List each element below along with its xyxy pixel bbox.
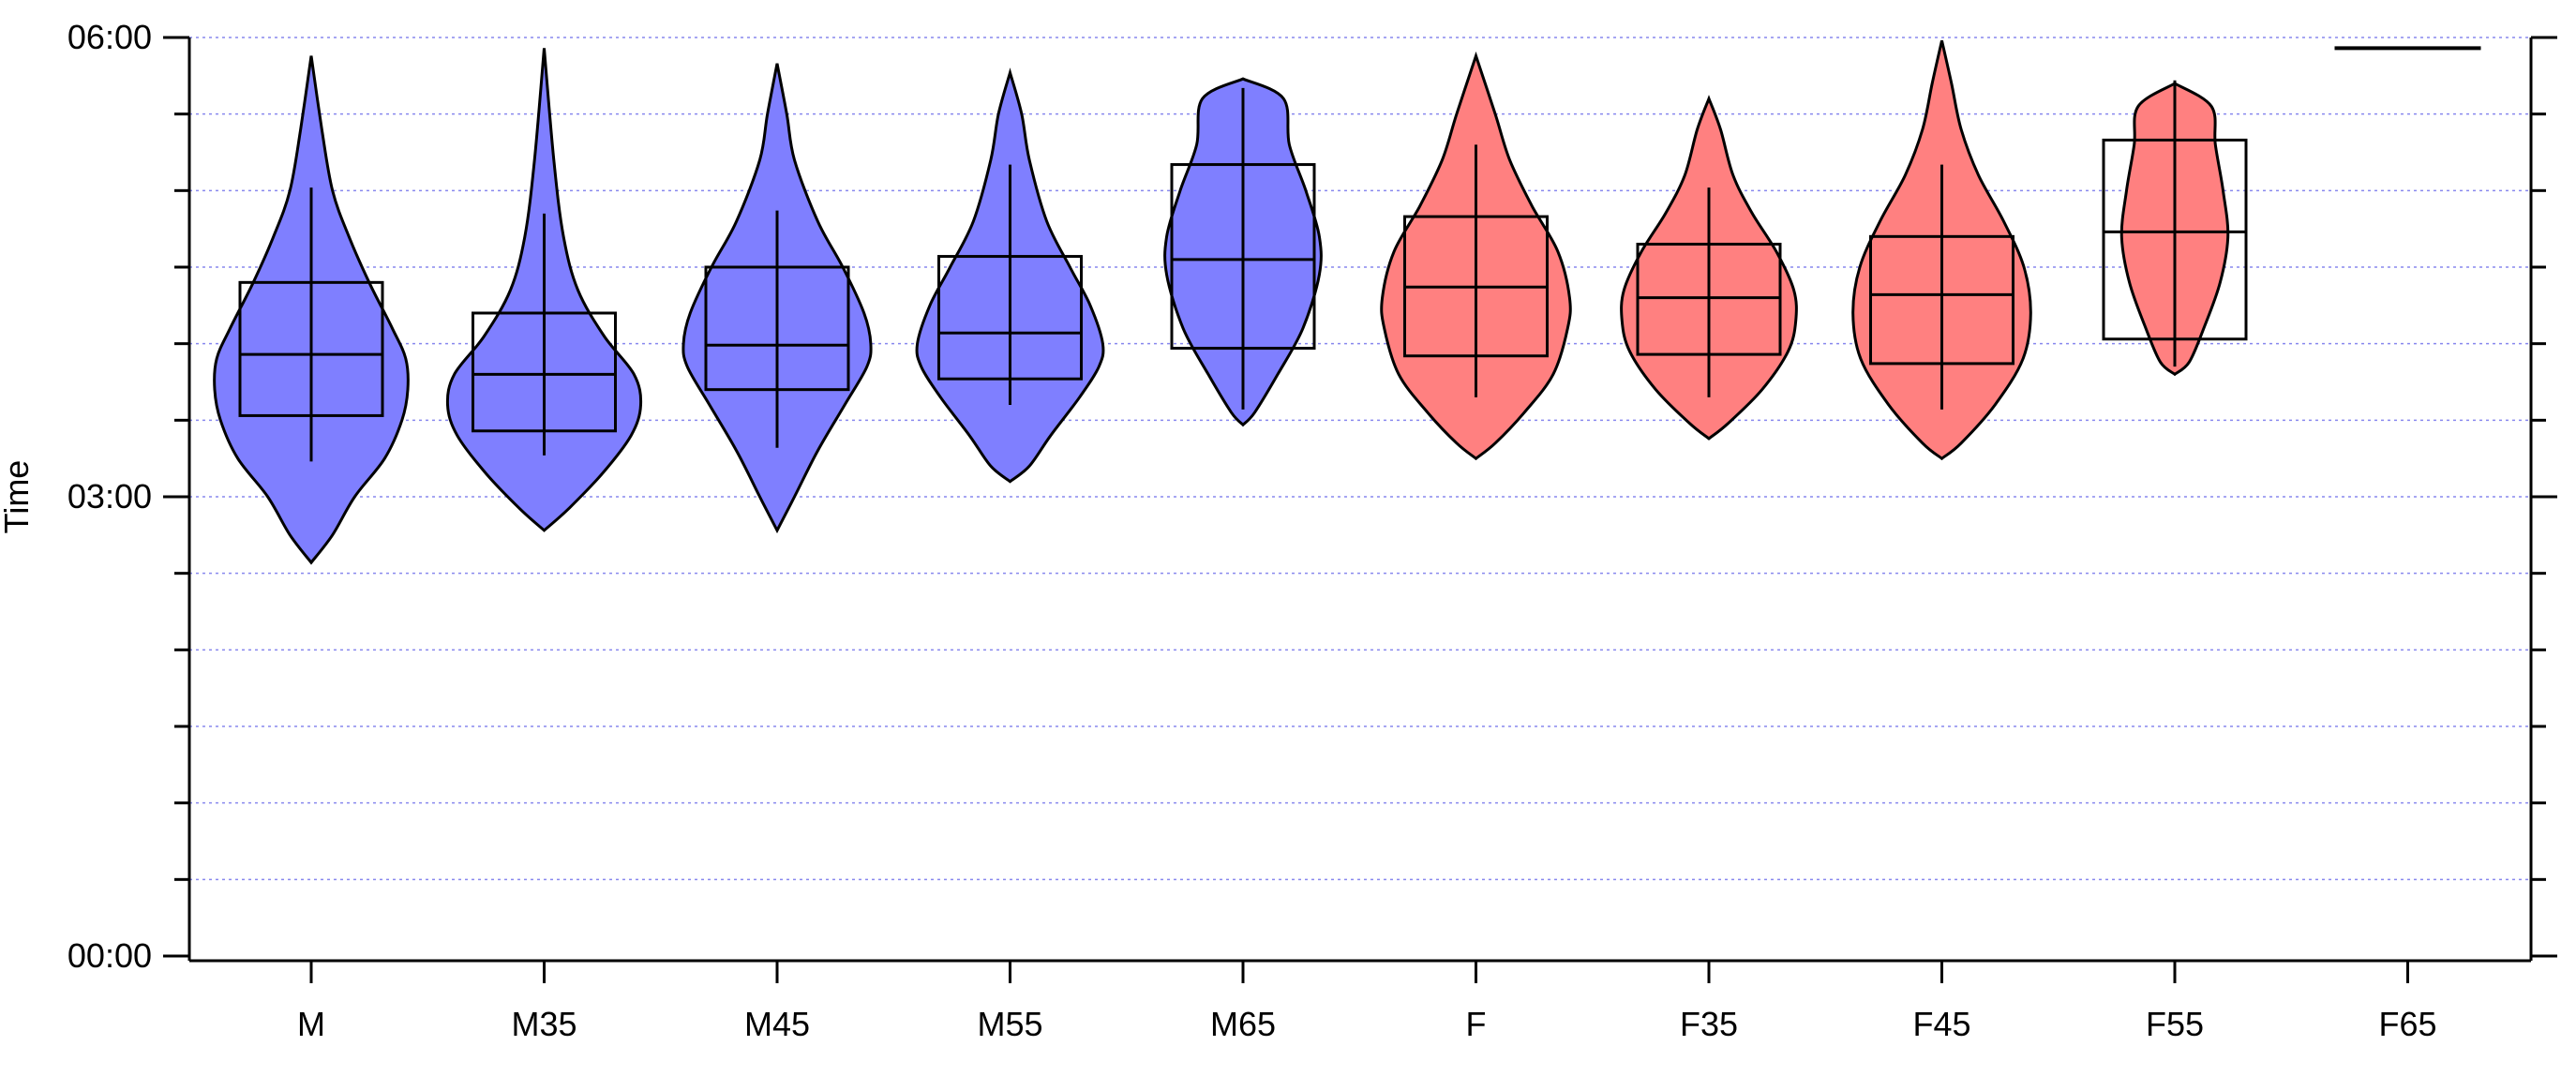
grid-lines [189, 37, 2531, 881]
x-tick-label: F65 [2378, 1005, 2436, 1043]
violins [213, 39, 2481, 565]
violin-f55 [2102, 80, 2248, 377]
violin-m35 [445, 48, 643, 532]
iqr-box [472, 311, 617, 433]
x-tick-label: M35 [511, 1005, 577, 1043]
iqr-box [238, 280, 384, 417]
x-tick-label: M [297, 1005, 325, 1043]
axis-labels: 00:00 03:00 06:00 M M35 M45 M55 M65 F F35 F45 F55 F6… [67, 18, 2437, 1043]
violin-m45 [681, 63, 873, 534]
violin-m55 [915, 67, 1105, 484]
x-tick-label: M55 [977, 1005, 1042, 1043]
violin-f45 [1851, 39, 2032, 461]
x-tick-label: F [1466, 1005, 1487, 1043]
iqr-box [704, 265, 850, 392]
axes [163, 36, 2557, 983]
y-axis-title: Time [0, 460, 36, 534]
x-tick-label: F45 [1912, 1005, 1970, 1043]
iqr-box [1170, 163, 1316, 351]
violin-m65 [1163, 77, 1323, 427]
iqr-box [2102, 138, 2248, 341]
iqr-box [937, 255, 1083, 381]
y-tick-label: 00:00 [67, 936, 152, 975]
violin-m [213, 55, 410, 565]
iqr-box [1636, 243, 1782, 356]
violin-f [1380, 51, 1572, 461]
x-tick-label: M65 [1210, 1005, 1276, 1043]
iqr-box [1869, 234, 2014, 366]
violin-f35 [1620, 95, 1798, 441]
x-tick-label: F55 [2146, 1005, 2204, 1043]
y-tick-label: 03:00 [67, 477, 152, 516]
x-tick-label: M45 [744, 1005, 810, 1043]
x-tick-label: F35 [1680, 1005, 1738, 1043]
y-tick-label: 06:00 [67, 18, 152, 56]
